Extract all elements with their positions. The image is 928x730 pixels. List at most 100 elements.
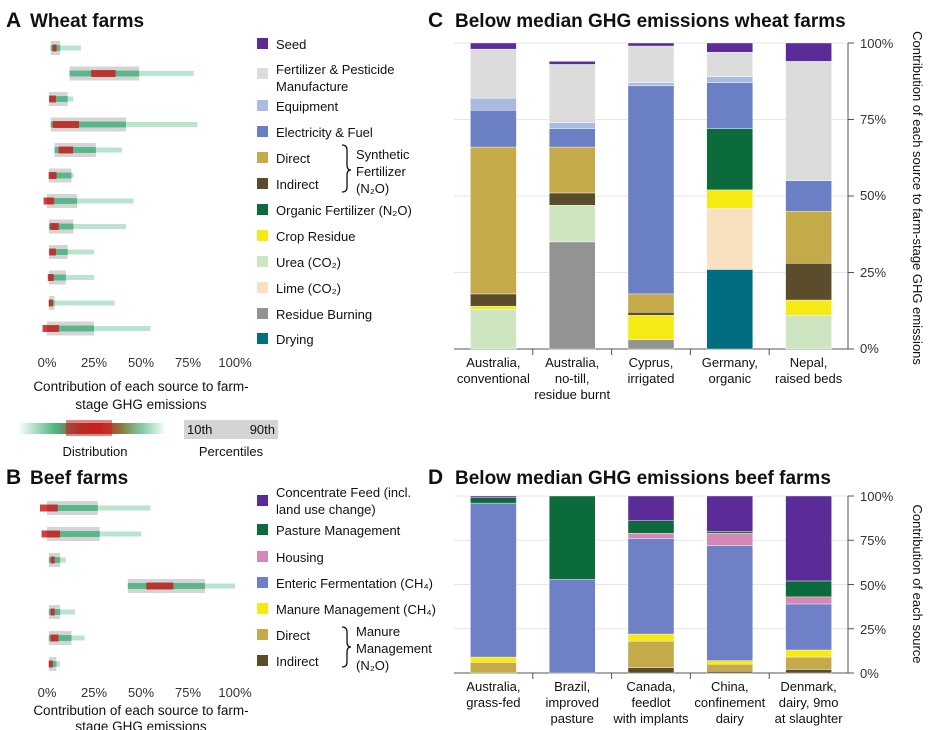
wheat-dist-peak-6 <box>43 197 55 205</box>
wheat-stack-segment-2-9 <box>627 312 675 316</box>
beef-stack-category-label-2-1: feedlot <box>631 695 670 710</box>
wheat-stack-segment-1-15 <box>549 128 596 148</box>
wheat-stack-segment-4-17 <box>785 61 832 181</box>
beef-stack-segment-3-1 <box>706 663 753 672</box>
wheat-stack-category-label-2-1: irrigated <box>628 371 675 386</box>
wheat-legend-label-5: Indirect <box>276 177 319 192</box>
wheat-stack-segment-0-18 <box>470 42 517 50</box>
wheat-stack-category-label-4-0: Nepal, <box>790 355 828 370</box>
wheat-stack-segment-0-15 <box>470 110 517 148</box>
wheat-stack-category-label-1-0: Australia, <box>545 355 599 370</box>
wheat-stack-segment-3-14 <box>706 128 753 191</box>
y-tick-d-0: 0% <box>860 666 879 681</box>
wheat-stack-segment-0-2 <box>470 293 517 307</box>
beef-stack-category-label-2-0: Canada, <box>626 679 675 694</box>
beef-stack-category-label-1-1: improved <box>545 695 598 710</box>
beef-stack-segment-2-1 <box>627 640 675 668</box>
y-tick-d-2: 50% <box>860 578 886 593</box>
wheat-dist-tail-9 <box>48 275 94 280</box>
wheat-stack-segment-2-10 <box>627 293 675 313</box>
beef-stack-ylabel: Contribution of each source <box>910 505 925 664</box>
wheat-stack-segment-4-3 <box>785 211 832 264</box>
wheat-stack-bar-0 <box>470 42 517 350</box>
wheat-legend-group-line3: (N₂O) <box>356 181 389 196</box>
beef-legend-swatch-6 <box>257 655 268 666</box>
distribution-key-label: Distribution <box>62 444 127 459</box>
beef-stack-segment-2-4 <box>627 532 675 539</box>
wheat-legend-label-8: Urea (CO₂) <box>276 255 341 270</box>
beef-legend-group-line2: Management <box>356 641 432 656</box>
beef-legend-label-0: Concentrate Feed (incl. <box>276 485 411 500</box>
wheat-stack-category-label-4-1: raised beds <box>775 371 843 386</box>
wheat-legend: Seed Fertilizer & Pesticide Manufacture … <box>257 37 412 347</box>
wheat-legend-swatch-6 <box>257 204 268 215</box>
beef-stack-bar-2 <box>627 495 675 674</box>
x-tick-b-0: 0% <box>38 685 57 700</box>
wheat-stack-category-label-1-2: residue burnt <box>534 387 610 402</box>
wheat-dist-body-5 <box>48 172 72 179</box>
wheat-dist-peak-3 <box>52 121 79 128</box>
panel-d-letter: D <box>428 466 443 489</box>
y-tick-c-4: 100% <box>860 36 894 51</box>
wheat-legend-label-1b: Manufacture <box>276 79 348 94</box>
beef-dist-body-1 <box>47 531 100 537</box>
wheat-legend-label-2: Equipment <box>276 99 339 114</box>
beef-distribution-xlabel-line2: stage GHG emissions <box>75 719 207 730</box>
x-tick-b-1: 25% <box>81 685 107 700</box>
percentile-key-high: 90th <box>250 422 275 437</box>
wheat-legend-bracket <box>341 144 352 193</box>
beef-dist-row-2 <box>48 553 66 567</box>
wheat-stack-category-label-0-0: Australia, <box>466 355 520 370</box>
beef-dist-row-6 <box>48 657 61 671</box>
wheat-stack-segment-3-17 <box>706 51 753 77</box>
wheat-dist-body-7 <box>48 223 74 230</box>
beef-legend-swatch-0 <box>257 495 268 506</box>
beef-legend-swatch-3 <box>257 577 268 588</box>
beef-stack-category-label-3-1: confinement <box>694 695 765 710</box>
y-tick-d-4: 100% <box>860 489 894 504</box>
wheat-stack-segment-4-18 <box>785 42 832 62</box>
wheat-dist-peak-0 <box>52 44 57 52</box>
wheat-legend-label-7: Crop Residue <box>276 229 356 244</box>
wheat-stack-segment-2-15 <box>627 85 675 295</box>
wheat-legend-label-4: Direct <box>276 151 310 166</box>
wheat-stack-segment-1-4 <box>549 241 596 350</box>
beef-dist-peak-3 <box>146 582 174 590</box>
wheat-dist-tail-11 <box>47 326 151 331</box>
beef-stacked-bar-chart: Australia,grass-fed Brazil,improvedpastur… <box>454 495 854 726</box>
beef-legend-label-5: Direct <box>276 628 310 643</box>
beef-dist-peak-2 <box>50 556 55 564</box>
beef-stack-segment-0-3 <box>470 502 517 658</box>
beef-stack-category-label-0-1: grass-fed <box>466 695 520 710</box>
beef-legend-label-1: Pasture Management <box>276 523 401 538</box>
beef-stack-category-label-2-2: with implants <box>612 711 689 726</box>
wheat-legend-swatch-2 <box>257 100 268 111</box>
wheat-stack-segment-4-15 <box>785 180 832 212</box>
x-tick-a-4: 100% <box>218 355 252 370</box>
wheat-dist-row-7 <box>48 219 126 234</box>
beef-stack-segment-3-0 <box>706 671 753 674</box>
wheat-legend-swatch-3 <box>257 126 268 137</box>
wheat-legend-label-0: Seed <box>276 37 306 52</box>
wheat-dist-row-2 <box>48 92 74 106</box>
beef-stack-segment-4-5 <box>785 580 832 598</box>
wheat-legend-swatch-9 <box>257 282 268 293</box>
beef-stack-segment-2-6 <box>627 495 675 521</box>
beef-stack-bar-3 <box>706 495 753 674</box>
beef-stack-bar-4 <box>785 495 832 674</box>
y-tick-c-0: 0% <box>860 341 879 356</box>
wheat-legend-group-line1: Synthetic <box>356 147 410 162</box>
beef-stack-segment-3-6 <box>706 495 753 532</box>
beef-stack-segment-0-2 <box>470 656 517 663</box>
beef-dist-row-1 <box>41 527 141 541</box>
beef-dist-tail-0 <box>47 505 151 511</box>
panel-a-letter: A <box>6 9 21 32</box>
wheat-dist-peak-9 <box>47 274 54 281</box>
beef-dist-body-5 <box>48 635 72 641</box>
wheat-stack-segment-0-3 <box>470 146 517 295</box>
beef-stack-segment-2-0 <box>627 667 675 674</box>
wheat-stack-segment-1-5 <box>549 204 596 243</box>
beef-legend-bracket <box>341 626 352 668</box>
wheat-stack-segment-4-2 <box>785 263 832 301</box>
